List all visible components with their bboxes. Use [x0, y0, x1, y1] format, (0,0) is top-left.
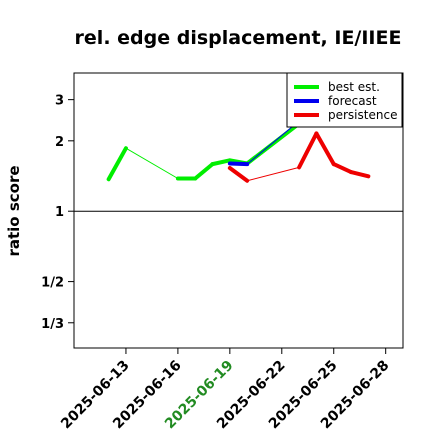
series-segment — [349, 170, 371, 179]
series-segment — [246, 166, 300, 182]
series-segment — [125, 147, 179, 179]
plot-frame — [73, 72, 404, 349]
legend-label: best est. — [328, 80, 380, 94]
series-segment — [246, 120, 300, 165]
y-tick-label: 1/3 — [41, 317, 64, 332]
series-segment — [297, 131, 319, 170]
legend-label: persistence — [328, 108, 397, 122]
y-tick-label: 3 — [55, 94, 64, 109]
series-segment — [227, 166, 250, 183]
legend-label: forecast — [328, 94, 377, 108]
series-segment — [331, 162, 354, 175]
series-persistence — [227, 131, 371, 183]
y-tick-label: 2 — [55, 135, 64, 150]
series-segment — [106, 146, 128, 182]
chart-title: rel. edge displacement, IE/IIEE — [75, 27, 402, 49]
y-tick-label: 1 — [55, 205, 64, 220]
y-tick-label: 1/2 — [41, 276, 64, 291]
y-axis-label: ratio score — [5, 165, 23, 256]
series-segment — [314, 131, 336, 167]
series-segment — [227, 161, 250, 167]
series-segment — [193, 162, 215, 181]
series-segment — [210, 158, 232, 167]
